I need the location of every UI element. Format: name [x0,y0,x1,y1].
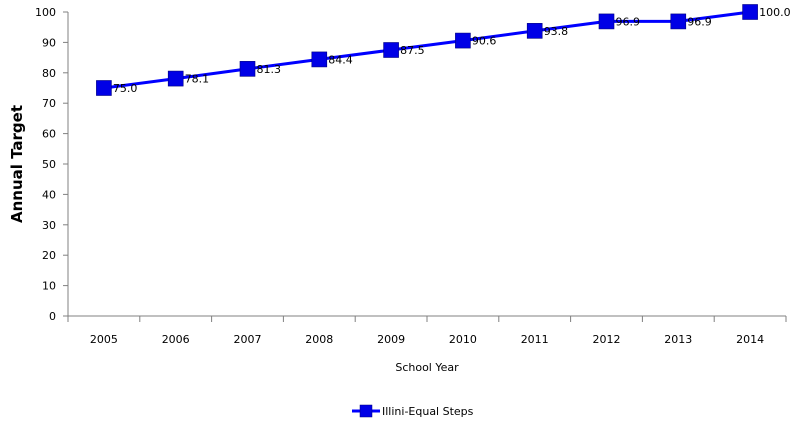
y-tick-label: 60 [42,128,56,141]
data-point-label: 81.3 [257,63,282,76]
data-point-label: 96.9 [687,15,712,28]
x-tick-label: 2008 [305,333,333,346]
axes [67,12,786,317]
x-tick-label: 2009 [377,333,405,346]
x-tick-label: 2007 [234,333,262,346]
series-line [103,10,751,90]
y-tick-label: 20 [42,249,56,262]
data-point-label: 90.6 [472,35,497,48]
data-point-marker [598,13,615,30]
x-tick-label: 2011 [521,333,549,346]
legend: Illini-Equal Steps [352,404,474,418]
data-point-label: 93.8 [544,25,569,38]
data-point-label: 84.4 [328,53,353,66]
y-tick-label: 30 [42,219,56,232]
x-tick-label: 2006 [162,333,190,346]
y-tick-label: 0 [49,310,56,323]
y-tick-label: 100 [35,6,56,19]
y-tick-label: 70 [42,97,56,110]
data-point-marker [455,32,471,49]
series-group [96,4,758,96]
x-ticks: 2005 2006 2007 2008 2009 2010 2011 2012 2013 2014 [67,316,787,346]
data-point-marker [239,61,256,77]
x-tick-label: 2012 [593,333,621,346]
x-tick-label: 2013 [664,333,692,346]
x-tick-label: 2010 [449,333,477,346]
y-ticks: 0 10 20 30 40 50 60 70 80 90 100 [35,6,68,323]
legend-label: Illini-Equal Steps [382,405,474,418]
x-tick-label: 2005 [90,333,118,346]
y-tick-label: 10 [42,280,56,293]
data-point-label: 75.0 [113,82,137,95]
data-point-marker [383,42,399,58]
y-tick-label: 50 [42,158,56,171]
data-point-marker [167,70,184,87]
x-axis-title: School Year [395,361,459,374]
data-point-marker [742,4,758,20]
data-point-marker [526,23,543,39]
data-labels: 75.0 78.1 81.3 84.4 87.5 90.6 93.8 96.9 96.9 100.… [113,6,791,95]
data-point-label: 78.1 [185,73,210,86]
data-point-marker [670,13,687,30]
y-axis-title: Annual Target [8,105,26,223]
x-tick-label: 2014 [736,333,764,346]
y-tick-label: 80 [42,67,56,80]
data-point-label: 100.0 [759,6,791,19]
y-tick-label: 40 [42,188,56,201]
data-point-label: 87.5 [400,44,425,57]
data-point-marker [96,80,112,96]
y-tick-label: 90 [42,36,56,49]
legend-marker [359,404,373,418]
data-point-label: 96.9 [616,15,641,28]
data-point-marker [311,51,328,68]
